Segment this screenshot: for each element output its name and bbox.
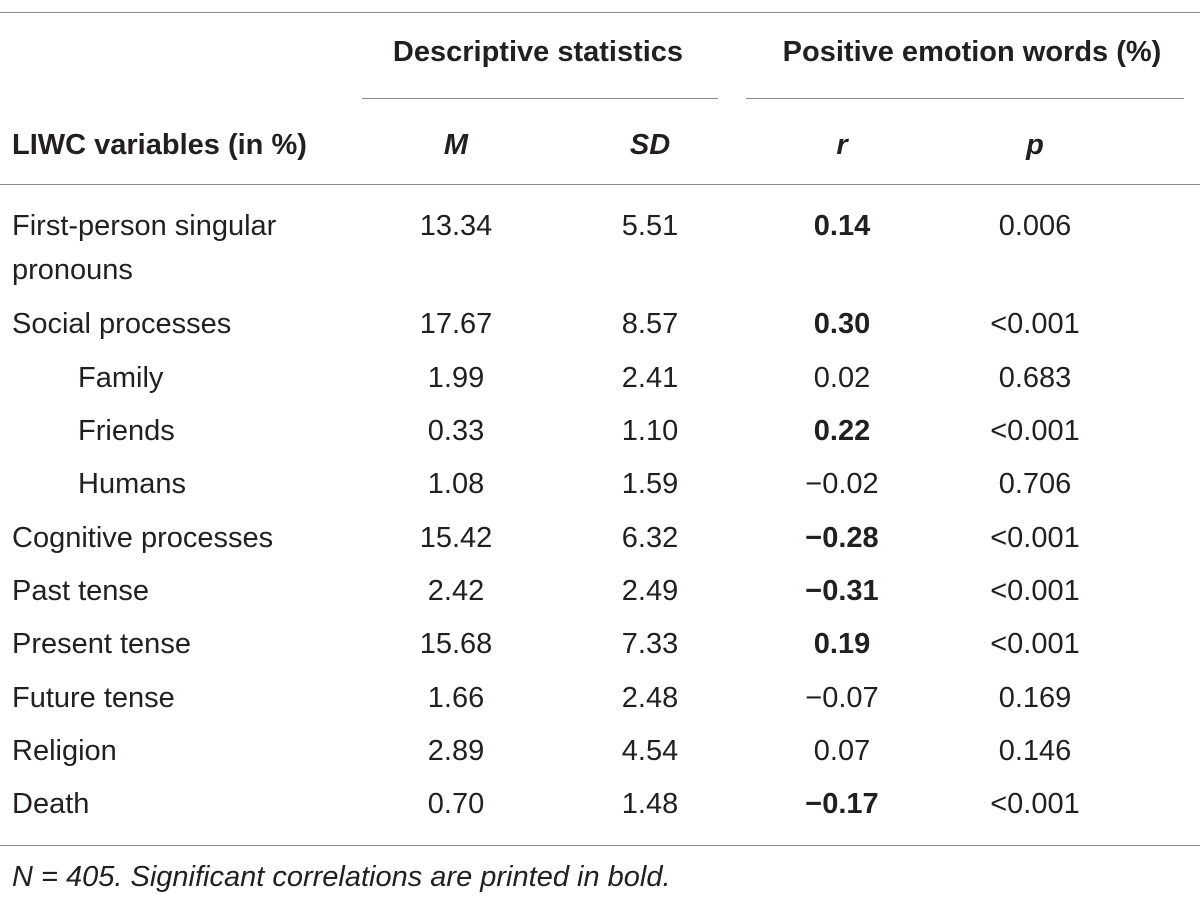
column-header-r: r [836, 129, 848, 161]
row-m: 0.70 [427, 788, 485, 820]
row-label: Past tense [12, 575, 150, 607]
row-sd: 5.51 [621, 210, 679, 242]
bottom-rule [0, 845, 1200, 846]
row-p: <0.001 [990, 575, 1080, 607]
row-label: Present tense [12, 628, 191, 660]
row-sd: 2.41 [621, 362, 679, 394]
row-label: Humans [78, 468, 186, 500]
row-sd: 6.32 [621, 522, 679, 554]
row-label: Cognitive processes [12, 522, 274, 554]
row-p: <0.001 [990, 308, 1080, 340]
row-m: 15.42 [419, 522, 493, 554]
table-footnote: N = 405. Significant correlations are pr… [12, 861, 671, 893]
row-m: 1.66 [427, 682, 485, 714]
row-m: 0.33 [427, 415, 485, 447]
row-label: Friends [78, 415, 175, 447]
row-sd: 7.33 [621, 628, 679, 660]
column-header-m: M [443, 129, 469, 161]
row-r: 0.22 [813, 415, 871, 447]
row-m: 13.34 [419, 210, 493, 242]
row-sd: 1.10 [621, 415, 679, 447]
row-r: −0.07 [805, 682, 879, 714]
column-header-variable: LIWC variables (in %) [12, 129, 307, 161]
row-r: −0.17 [805, 788, 879, 820]
row-r: 0.30 [813, 308, 871, 340]
row-p: 0.683 [998, 362, 1072, 394]
row-p: 0.146 [998, 735, 1072, 767]
row-label: First-person singular [12, 210, 277, 242]
row-m: 1.99 [427, 362, 485, 394]
row-m: 1.08 [427, 468, 485, 500]
row-r: −0.31 [805, 575, 879, 607]
row-p: 0.169 [998, 682, 1072, 714]
column-header-sd: SD [629, 129, 671, 161]
positive-emotion-words-header: Positive emotion words (%) [782, 36, 1162, 68]
row-label: Family [78, 362, 164, 394]
descriptive-group-rule [362, 98, 718, 99]
row-label-continued: pronouns [12, 254, 133, 286]
row-p: 0.006 [998, 210, 1072, 242]
row-sd: 1.59 [621, 468, 679, 500]
row-p: <0.001 [990, 788, 1080, 820]
header-rule [0, 184, 1200, 185]
row-label: Religion [12, 735, 117, 767]
row-m: 17.67 [419, 308, 493, 340]
row-m: 2.42 [427, 575, 485, 607]
row-p: <0.001 [990, 628, 1080, 660]
row-label: Death [12, 788, 90, 820]
column-header-p: p [1026, 129, 1044, 161]
row-r: 0.19 [813, 628, 871, 660]
row-r: 0.14 [813, 210, 871, 242]
row-m: 15.68 [419, 628, 493, 660]
row-sd: 2.48 [621, 682, 679, 714]
row-label: Social processes [12, 308, 232, 340]
row-r: −0.02 [805, 468, 879, 500]
top-rule [0, 12, 1200, 13]
row-sd: 4.54 [621, 735, 679, 767]
row-label: Future tense [12, 682, 175, 714]
row-p: <0.001 [990, 522, 1080, 554]
positive-group-rule [746, 98, 1184, 99]
row-sd: 1.48 [621, 788, 679, 820]
row-m: 2.89 [427, 735, 485, 767]
row-sd: 2.49 [621, 575, 679, 607]
row-r: 0.07 [813, 735, 871, 767]
row-r: −0.28 [805, 522, 879, 554]
descriptive-statistics-header: Descriptive statistics [392, 36, 684, 68]
row-r: 0.02 [813, 362, 871, 394]
row-sd: 8.57 [621, 308, 679, 340]
row-p: <0.001 [990, 415, 1080, 447]
row-p: 0.706 [998, 468, 1072, 500]
